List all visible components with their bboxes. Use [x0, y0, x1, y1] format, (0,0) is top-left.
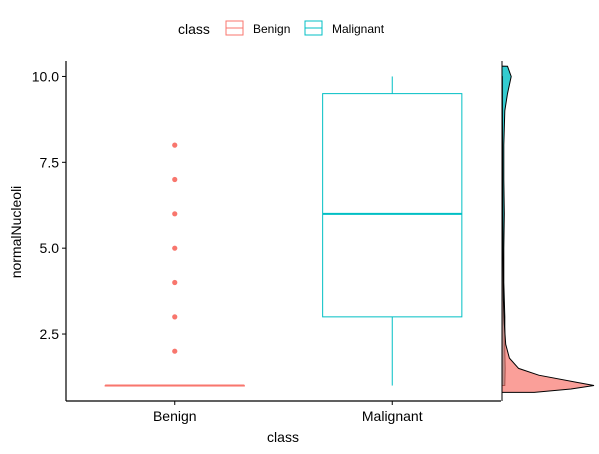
- legend: class Benign Malignant: [178, 20, 385, 37]
- x-axis-title: class: [267, 429, 299, 445]
- y-tick-label: 10.0: [32, 68, 59, 84]
- y-tick-label: 5.0: [40, 240, 60, 256]
- boxplot-malignant: [322, 76, 463, 386]
- boxplot-benign: [104, 142, 245, 387]
- y-tick-label: 2.5: [40, 326, 60, 342]
- x-tick-label: Malignant: [362, 408, 423, 424]
- outlier-point: [172, 314, 178, 320]
- plot-area: [104, 76, 463, 387]
- legend-label-malignant: Malignant: [332, 22, 385, 36]
- legend-title: class: [178, 21, 210, 37]
- outlier-point: [172, 245, 178, 251]
- outlier-point: [172, 211, 178, 217]
- x-tick-label: Benign: [153, 408, 197, 424]
- y-axis-title: normalNucleoli: [8, 186, 24, 279]
- outlier-point: [172, 176, 178, 183]
- legend-key-benign-icon: [225, 20, 244, 36]
- marginal-density-panel: [501, 61, 595, 401]
- legend-label-benign: Benign: [253, 22, 290, 36]
- legend-key-malignant-icon: [304, 20, 323, 36]
- y-tick-label: 7.5: [40, 154, 60, 170]
- axes: 2.5 5.0 7.5 10.0 Benign Malignant: [32, 61, 501, 424]
- box-iqr: [322, 93, 463, 318]
- outlier-point: [172, 348, 178, 354]
- outlier-point: [172, 142, 178, 148]
- marginal-density-benign: [501, 75, 595, 393]
- legend-item-benign: Benign: [225, 20, 290, 36]
- legend-item-malignant: Malignant: [304, 20, 385, 36]
- outlier-point: [172, 279, 178, 286]
